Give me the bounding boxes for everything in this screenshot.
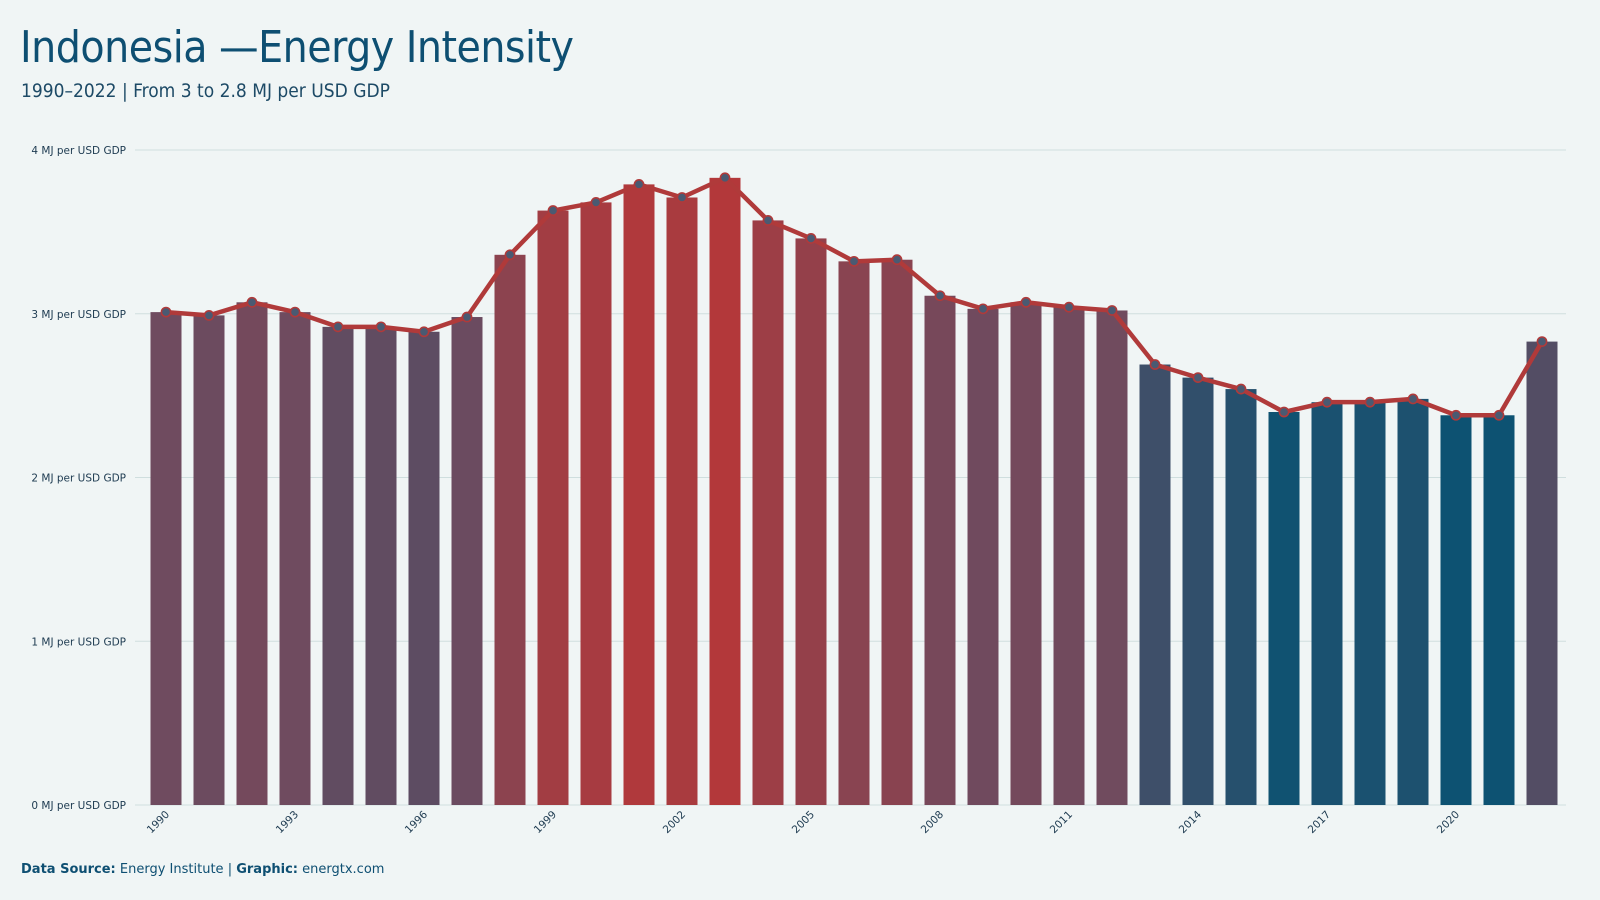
bar-1992: [236, 302, 268, 805]
point-2020: [1450, 409, 1462, 421]
point-2002: [676, 192, 688, 203]
bar-2012: [1096, 310, 1128, 805]
y-tick-label: 1 MJ per USD GDP: [31, 636, 126, 648]
point-1995: [375, 321, 387, 333]
point-2016: [1278, 406, 1290, 418]
point-2021: [1493, 409, 1505, 421]
footer-separator: |: [227, 862, 233, 877]
bar-2005: [795, 238, 827, 806]
bar-1997: [451, 317, 483, 805]
bar-1999: [537, 210, 569, 805]
x-tick-label: 2005: [790, 809, 817, 836]
point-2012: [1106, 305, 1118, 316]
point-2013: [1149, 359, 1161, 370]
x-tick-label: 2008: [919, 809, 946, 836]
bar-1991: [193, 315, 225, 805]
bar-2004: [752, 220, 784, 806]
point-2008: [934, 290, 946, 302]
bar-2007: [881, 259, 913, 805]
chart-title: Indonesia —Energy Intensity: [20, 22, 574, 73]
point-2017: [1321, 396, 1333, 408]
bar-2015: [1225, 389, 1257, 805]
graphic-label: Graphic:: [236, 862, 298, 877]
x-tick-label: 1993: [274, 809, 301, 836]
point-2005: [805, 233, 817, 244]
x-tick-label: 2002: [661, 809, 688, 836]
point-1998: [504, 249, 516, 261]
point-1993: [289, 306, 301, 318]
bar-2017: [1311, 402, 1343, 805]
point-2011: [1063, 301, 1075, 313]
bar-2021: [1483, 415, 1515, 805]
bar-1994: [322, 326, 354, 805]
bar-2001: [623, 184, 655, 805]
point-2001: [633, 178, 645, 190]
bar-2008: [924, 295, 956, 805]
point-1991: [203, 309, 215, 321]
y-tick-label: 2 MJ per USD GDP: [31, 473, 126, 485]
point-2003: [719, 172, 731, 184]
point-2009: [977, 303, 989, 315]
bar-2003: [709, 177, 741, 805]
source-value: Energy Institute: [119, 862, 224, 877]
bar-1993: [279, 312, 311, 805]
point-2022: [1536, 336, 1548, 347]
x-tick-label: 1990: [145, 809, 172, 836]
bar-2016: [1268, 412, 1300, 805]
point-2010: [1020, 296, 1032, 308]
x-tick-label: 2017: [1306, 809, 1333, 836]
bar-2002: [666, 197, 698, 806]
bar-2018: [1354, 402, 1386, 805]
bar-2022: [1526, 341, 1558, 805]
source-label: Data Source:: [21, 862, 116, 877]
point-1992: [246, 296, 258, 308]
x-tick-label: 2014: [1177, 808, 1205, 836]
bar-1998: [494, 254, 526, 806]
point-2018: [1364, 396, 1376, 408]
bar-1995: [365, 326, 397, 805]
bar-1996: [408, 331, 440, 805]
bar-2006: [838, 261, 870, 806]
bar-2000: [580, 202, 612, 805]
point-1994: [332, 321, 344, 333]
point-2000: [590, 196, 602, 208]
x-tick-label: 1996: [403, 808, 431, 836]
chart-subtitle: 1990–2022 | From 3 to 2.8 MJ per USD GDP: [21, 80, 390, 102]
point-2006: [848, 255, 860, 267]
bar-2014: [1182, 377, 1214, 805]
graphic-value: energtx.com: [302, 862, 385, 877]
x-tick-label: 2011: [1048, 809, 1075, 836]
bar-2010: [1010, 302, 1042, 805]
point-1990: [160, 306, 172, 318]
y-tick-label: 3 MJ per USD GDP: [31, 309, 126, 321]
point-1997: [461, 311, 473, 323]
bar-2020: [1440, 415, 1472, 805]
point-2019: [1407, 393, 1419, 405]
point-2015: [1235, 383, 1247, 395]
x-tick-label: 2020: [1435, 809, 1462, 836]
point-2014: [1192, 372, 1204, 384]
bar-2009: [967, 308, 999, 805]
bars: [150, 177, 1558, 806]
bar-2011: [1053, 307, 1085, 805]
y-tick-label: 4 MJ per USD GDP: [31, 145, 126, 157]
footer-credits: Data Source: Energy Institute | Graphic:…: [21, 862, 384, 877]
x-tick-label: 1999: [532, 809, 559, 836]
bar-2013: [1139, 364, 1171, 805]
y-tick-label: 0 MJ per USD GDP: [31, 800, 126, 812]
point-2007: [891, 254, 903, 266]
point-1999: [547, 205, 559, 216]
point-1996: [418, 326, 430, 338]
point-2004: [762, 215, 774, 226]
line-points: [160, 172, 1548, 421]
bar-2019: [1397, 398, 1429, 805]
bar-1990: [150, 312, 182, 805]
